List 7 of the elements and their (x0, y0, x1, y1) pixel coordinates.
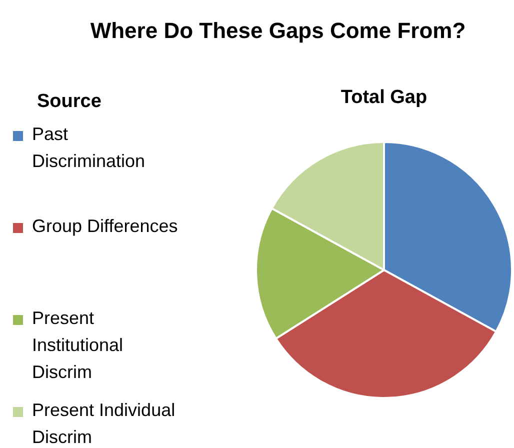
legend-label: Present Institutional Discrim (32, 308, 124, 382)
legend-label: Group Differences (32, 216, 178, 236)
legend-label: Past Discrimination (32, 124, 146, 171)
chart-title: Where Do These Gaps Come From? (90, 18, 466, 43)
legend-title: Source (37, 91, 102, 112)
legend-label: Present Individual Discrim (32, 400, 176, 447)
chart-subtitle: Total Gap (340, 87, 428, 108)
